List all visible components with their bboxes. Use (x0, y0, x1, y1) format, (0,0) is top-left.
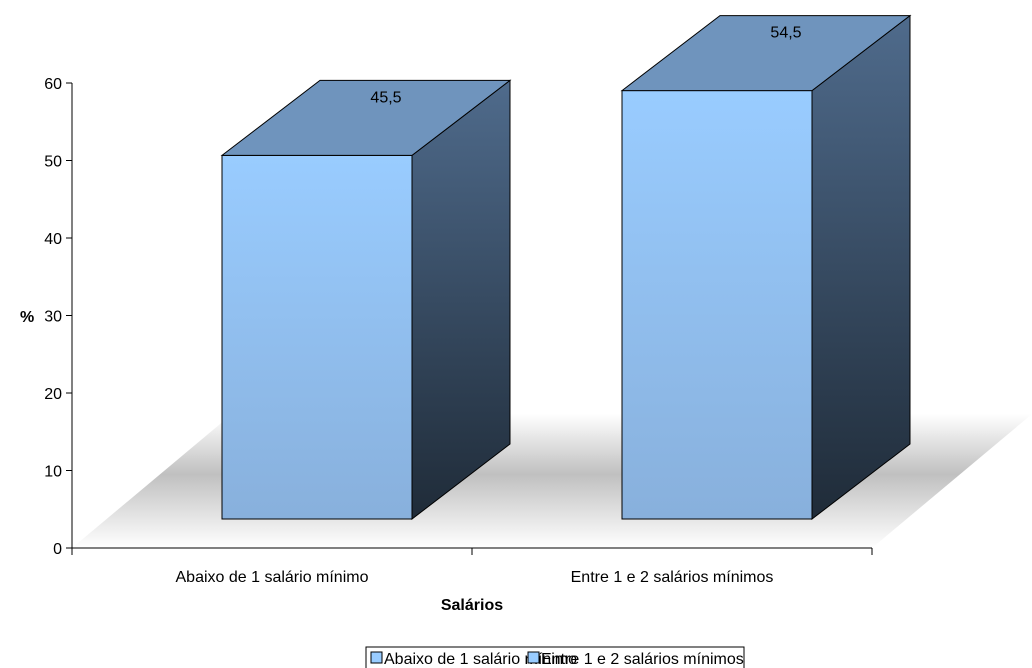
y-tick-label-40: 40 (44, 231, 62, 248)
y-tick-label-20: 20 (44, 386, 62, 403)
data-label-1: 54,5 (770, 25, 801, 42)
y-tick-label-0: 0 (53, 541, 62, 558)
x-category-label-1: Entre 1 e 2 salários mínimos (571, 569, 774, 586)
bar-side-0 (411, 79, 511, 521)
legend-label-entre: Entre 1 e 2 salários mínimos (541, 651, 744, 668)
bar-front-0 (221, 154, 413, 520)
y-tick-label-50: 50 (44, 154, 62, 171)
bar-front-1 (621, 90, 813, 520)
y-tick-label-10: 10 (44, 464, 62, 481)
x-category-label-0: Abaixo de 1 salário mínimo (176, 569, 369, 586)
bar-side-1 (811, 14, 911, 521)
y-axis-title: % (20, 309, 34, 326)
data-label-0: 45,5 (370, 89, 401, 106)
legend-swatch-entre (527, 651, 540, 664)
bar-top-1 (620, 15, 912, 92)
legend: Abaixo de 1 salário mínimo Entre 1 e 2 s… (365, 646, 745, 668)
y-tick-label-30: 30 (44, 309, 62, 326)
legend-frame (365, 646, 745, 668)
bar-top-0 (220, 79, 512, 156)
legend-swatch-abaixo (370, 651, 383, 664)
x-axis-title: Salários (441, 597, 503, 614)
y-tick-label-60: 60 (44, 76, 62, 93)
